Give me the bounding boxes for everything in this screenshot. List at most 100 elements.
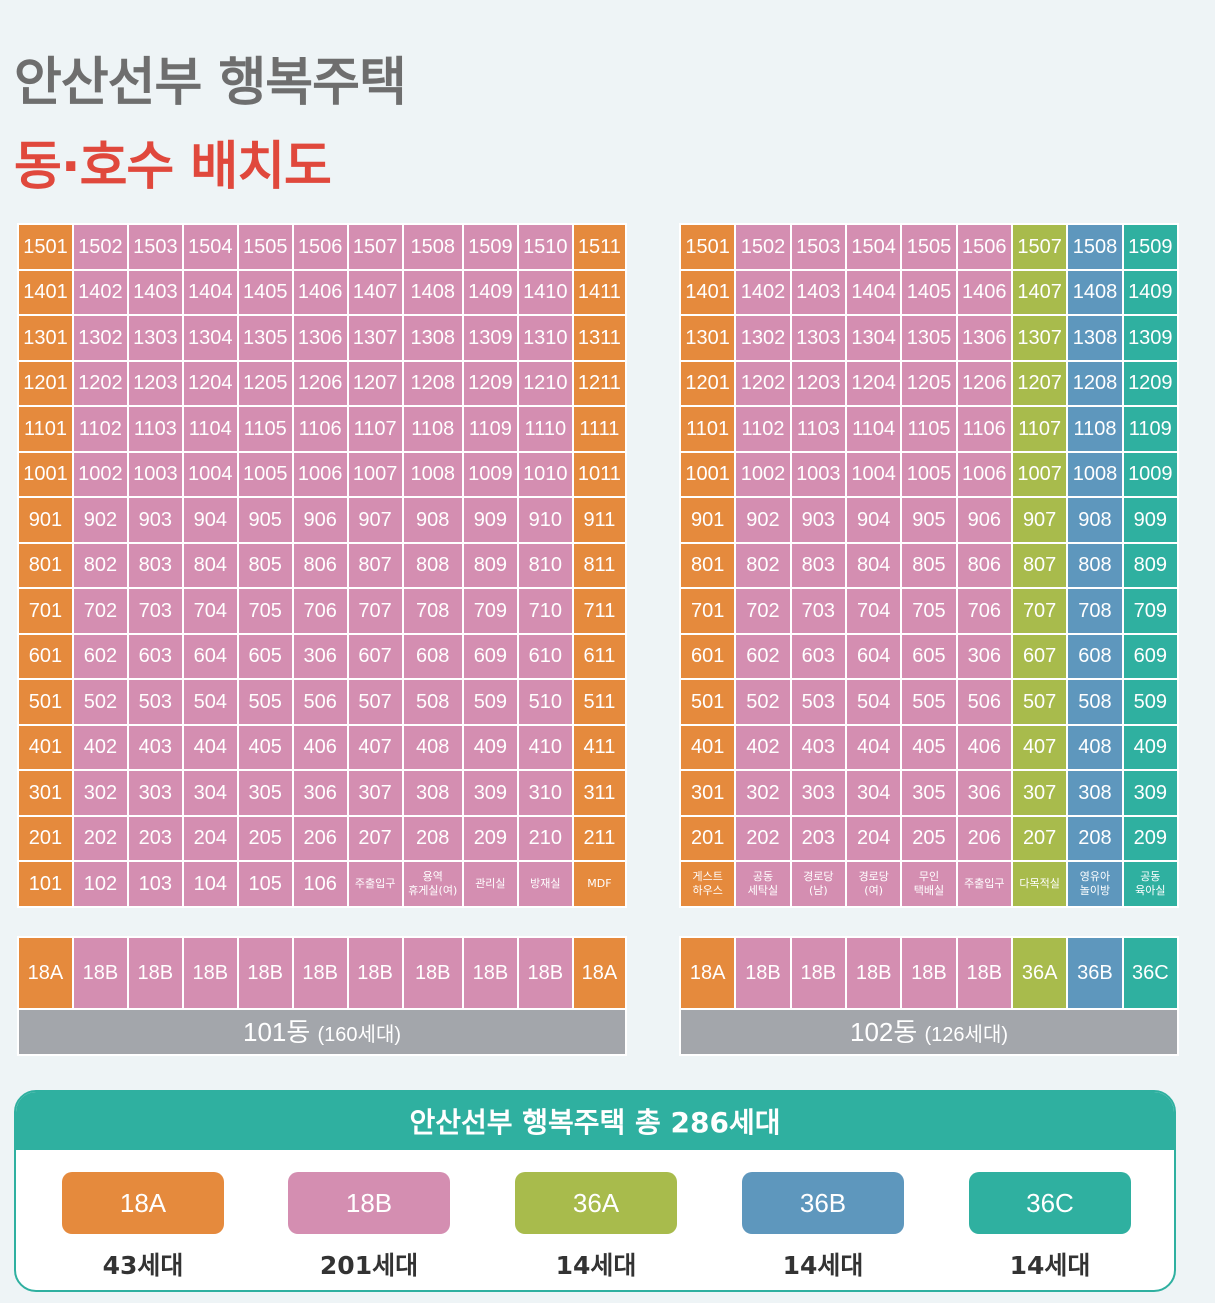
unit-cell: 206 <box>955 814 1013 862</box>
unit-cell: 1203 <box>126 359 184 407</box>
unit-cell: 영유아 놀이방 <box>1066 860 1124 908</box>
unit-cell: 1502 <box>71 223 129 271</box>
unit-cell: 301 <box>17 769 74 817</box>
unit-cell: 409 <box>1121 723 1180 771</box>
unit-cell: 809 <box>461 541 519 589</box>
unit-cell: 408 <box>401 723 464 771</box>
unit-cell: 주출입구 <box>346 860 404 908</box>
unit-cell: 1308 <box>1066 314 1124 362</box>
unit-cell: 607 <box>346 632 404 680</box>
unit-cell: 501 <box>678 678 737 726</box>
unit-cell: 1402 <box>734 268 792 316</box>
unit-cell: 709 <box>1121 587 1180 635</box>
unit-cell: 707 <box>346 587 404 635</box>
unit-cell: 506 <box>955 678 1013 726</box>
unit-cell: 104 <box>181 860 239 908</box>
unit-cell: 806 <box>291 541 349 589</box>
unit-cell: 508 <box>401 678 464 726</box>
type-cell: 18B <box>291 935 349 1010</box>
unit-cell: 1506 <box>955 223 1013 271</box>
unit-cell: 1403 <box>126 268 184 316</box>
unit-cell: 1302 <box>71 314 129 362</box>
unit-cell: 708 <box>1066 587 1124 635</box>
unit-cell: 205 <box>900 814 958 862</box>
unit-cell: 404 <box>844 723 903 771</box>
unit-cell: 308 <box>401 769 464 817</box>
unit-cell: 905 <box>900 496 958 544</box>
unit-cell: 210 <box>516 814 574 862</box>
spacer-row <box>679 905 1179 938</box>
unit-cell: 1308 <box>401 314 464 362</box>
unit-cell: 102 <box>71 860 129 908</box>
unit-cell: 1207 <box>1010 359 1069 407</box>
unit-cell: 경로당 (여) <box>844 860 903 908</box>
unit-cell: 206 <box>291 814 349 862</box>
unit-cell: 705 <box>900 587 958 635</box>
unit-cell: 601 <box>17 632 74 680</box>
unit-cell: 306 <box>291 632 349 680</box>
unit-cell: 310 <box>516 769 574 817</box>
unit-cell: 1404 <box>844 268 903 316</box>
unit-cell: 805 <box>900 541 958 589</box>
floor-row: 1101 1102 1103 1104 1105 1106 1107 1108 1109 <box>678 405 1180 453</box>
floor-row: 801 802 803 804 805 806 807 808 809 <box>678 541 1180 589</box>
unit-cell: 1508 <box>401 223 464 271</box>
unit-cell: 1404 <box>181 268 239 316</box>
unit-cell: 공동 세탁실 <box>734 860 792 908</box>
unit-cell: 406 <box>955 723 1013 771</box>
unit-cell: 1504 <box>181 223 239 271</box>
unit-cell: 907 <box>346 496 404 544</box>
unit-cell: 1105 <box>236 405 294 453</box>
unit-cell: 603 <box>789 632 847 680</box>
unit-cell: MDF <box>571 860 628 908</box>
unit-cell: 1306 <box>291 314 349 362</box>
unit-cell: 503 <box>126 678 184 726</box>
unit-cell: 1102 <box>734 405 792 453</box>
unit-cell: 605 <box>236 632 294 680</box>
unit-cell: 505 <box>900 678 958 726</box>
building-unit-count: (126세대) <box>924 1023 1009 1046</box>
unit-cell: 1107 <box>1010 405 1069 453</box>
unit-cell: 408 <box>1066 723 1124 771</box>
unit-cell: 101 <box>17 860 74 908</box>
legend-item: 36A 14세대 <box>515 1172 677 1282</box>
unit-cell: 504 <box>844 678 903 726</box>
type-cell: 18B <box>401 935 464 1010</box>
type-cell: 36A <box>1010 935 1069 1010</box>
unit-cell: 1002 <box>71 450 129 498</box>
unit-cell: 405 <box>236 723 294 771</box>
unit-cell: 501 <box>17 678 74 726</box>
unit-cell: 909 <box>461 496 519 544</box>
unit-cell: 906 <box>291 496 349 544</box>
unit-cell: 1209 <box>461 359 519 407</box>
unit-cell: 904 <box>181 496 239 544</box>
unit-cell: 1201 <box>678 359 737 407</box>
unit-cell: 808 <box>401 541 464 589</box>
unit-cell: 1507 <box>346 223 404 271</box>
unit-cell: 1207 <box>346 359 404 407</box>
unit-cell: 801 <box>678 541 737 589</box>
floor-row: 301 302 303 304 305 306 307 308 309 310 311 <box>17 769 628 817</box>
unit-cell: 402 <box>734 723 792 771</box>
unit-cell: 1009 <box>461 450 519 498</box>
unit-cell: 402 <box>71 723 129 771</box>
unit-cell: 204 <box>844 814 903 862</box>
unit-cell: 1103 <box>789 405 847 453</box>
unit-cell: 308 <box>1066 769 1124 817</box>
unit-cell: 907 <box>1010 496 1069 544</box>
unit-cell: 1010 <box>516 450 574 498</box>
unit-cell: 1502 <box>734 223 792 271</box>
unit-cell: 504 <box>181 678 239 726</box>
floor-row: 게스트 하우스 공동 세탁실 경로당 (남) 경로당 (여) 무인 택배실 주출입구 다목적… <box>678 860 1180 908</box>
unit-cell: 808 <box>1066 541 1124 589</box>
legend-chip: 36A <box>515 1172 677 1234</box>
unit-cell: 708 <box>401 587 464 635</box>
type-cell: 18B <box>955 935 1013 1010</box>
unit-cell: 1407 <box>346 268 404 316</box>
building-name: 101동 <box>242 1016 318 1047</box>
unit-cell: 1110 <box>516 405 574 453</box>
floor-row: 901 902 903 904 905 906 907 908 909 910 911 <box>17 496 628 544</box>
unit-cell: 1303 <box>789 314 847 362</box>
unit-cell: 511 <box>571 678 628 726</box>
page-subtitle: 동·호수 배치도 <box>14 137 332 197</box>
